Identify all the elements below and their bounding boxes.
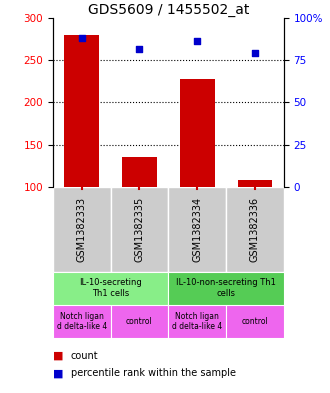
FancyBboxPatch shape — [53, 305, 111, 338]
Text: IL-10-secreting
Th1 cells: IL-10-secreting Th1 cells — [79, 278, 142, 298]
FancyBboxPatch shape — [168, 305, 226, 338]
FancyBboxPatch shape — [111, 187, 168, 272]
Point — [137, 46, 142, 52]
Text: GSM1382333: GSM1382333 — [77, 196, 87, 262]
Text: count: count — [71, 351, 99, 361]
Bar — [238, 180, 272, 187]
FancyBboxPatch shape — [168, 187, 226, 272]
Bar — [122, 157, 157, 187]
Bar — [180, 79, 214, 187]
Text: ■: ■ — [53, 351, 63, 361]
Text: IL-10-non-secreting Th1
cells: IL-10-non-secreting Th1 cells — [176, 278, 276, 298]
FancyBboxPatch shape — [226, 305, 284, 338]
Title: GDS5609 / 1455502_at: GDS5609 / 1455502_at — [87, 3, 249, 17]
Bar — [64, 35, 99, 187]
Text: GSM1382335: GSM1382335 — [134, 196, 145, 262]
Text: percentile rank within the sample: percentile rank within the sample — [71, 368, 236, 378]
Text: control: control — [126, 317, 153, 326]
Point — [79, 35, 84, 41]
Text: Notch ligan
d delta-like 4: Notch ligan d delta-like 4 — [172, 312, 222, 331]
FancyBboxPatch shape — [226, 187, 284, 272]
Text: ■: ■ — [53, 368, 63, 378]
FancyBboxPatch shape — [53, 272, 168, 305]
Point — [252, 50, 258, 56]
FancyBboxPatch shape — [111, 305, 168, 338]
Text: control: control — [242, 317, 268, 326]
Text: GSM1382336: GSM1382336 — [250, 196, 260, 262]
FancyBboxPatch shape — [53, 187, 111, 272]
Point — [195, 38, 200, 44]
FancyBboxPatch shape — [168, 272, 284, 305]
Text: Notch ligan
d delta-like 4: Notch ligan d delta-like 4 — [56, 312, 107, 331]
Text: GSM1382334: GSM1382334 — [192, 196, 202, 262]
